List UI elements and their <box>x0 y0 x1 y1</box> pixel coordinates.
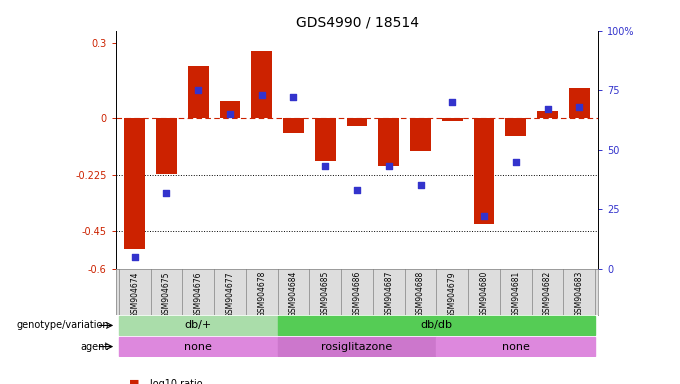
Text: GSM904685: GSM904685 <box>321 271 330 318</box>
Bar <box>156 118 177 174</box>
Text: GSM904683: GSM904683 <box>575 271 584 318</box>
Text: GSM904688: GSM904688 <box>416 271 425 317</box>
Point <box>574 104 585 110</box>
Bar <box>315 118 335 161</box>
Point <box>384 163 394 169</box>
Text: ■: ■ <box>129 379 139 384</box>
Bar <box>569 88 590 118</box>
Bar <box>124 118 145 249</box>
Bar <box>442 118 462 121</box>
Bar <box>537 111 558 118</box>
Text: db/db: db/db <box>420 320 452 331</box>
Text: genotype/variation: genotype/variation <box>16 320 109 331</box>
Bar <box>119 337 277 356</box>
Point <box>192 87 203 93</box>
Point <box>415 182 426 189</box>
Text: GSM904675: GSM904675 <box>162 271 171 318</box>
Point <box>256 92 267 98</box>
Bar <box>474 118 494 224</box>
Text: GSM904687: GSM904687 <box>384 271 393 318</box>
Text: GSM904682: GSM904682 <box>543 271 552 317</box>
Text: GSM904674: GSM904674 <box>130 271 139 318</box>
Point <box>129 254 140 260</box>
Point <box>320 163 330 169</box>
Text: none: none <box>502 341 530 352</box>
Point <box>511 159 522 165</box>
Bar <box>119 316 277 335</box>
Text: GSM904676: GSM904676 <box>194 271 203 318</box>
Bar <box>347 118 367 126</box>
Text: GSM904686: GSM904686 <box>352 271 362 318</box>
Point <box>479 214 490 220</box>
Bar <box>277 337 437 356</box>
Text: rosiglitazone: rosiglitazone <box>322 341 392 352</box>
Bar <box>379 118 399 166</box>
Point <box>542 106 553 113</box>
Point <box>224 111 235 117</box>
Bar <box>283 118 304 134</box>
Bar <box>505 118 526 136</box>
Text: log10 ratio: log10 ratio <box>150 379 202 384</box>
Text: none: none <box>184 341 212 352</box>
Title: GDS4990 / 18514: GDS4990 / 18514 <box>296 16 418 30</box>
Bar <box>220 101 240 118</box>
Text: GSM904684: GSM904684 <box>289 271 298 318</box>
Bar <box>277 316 595 335</box>
Text: GSM904680: GSM904680 <box>479 271 488 318</box>
Point <box>352 187 362 193</box>
Text: agent: agent <box>80 341 109 352</box>
Point <box>288 94 299 101</box>
Text: db/+: db/+ <box>184 320 211 331</box>
Bar <box>437 337 595 356</box>
Text: GSM904679: GSM904679 <box>448 271 457 318</box>
Bar <box>188 66 209 118</box>
Bar <box>252 51 272 118</box>
Text: GSM904681: GSM904681 <box>511 271 520 317</box>
Bar <box>410 118 431 151</box>
Point <box>447 99 458 105</box>
Text: GSM904678: GSM904678 <box>257 271 266 318</box>
Text: GSM904677: GSM904677 <box>226 271 235 318</box>
Point <box>161 190 172 196</box>
